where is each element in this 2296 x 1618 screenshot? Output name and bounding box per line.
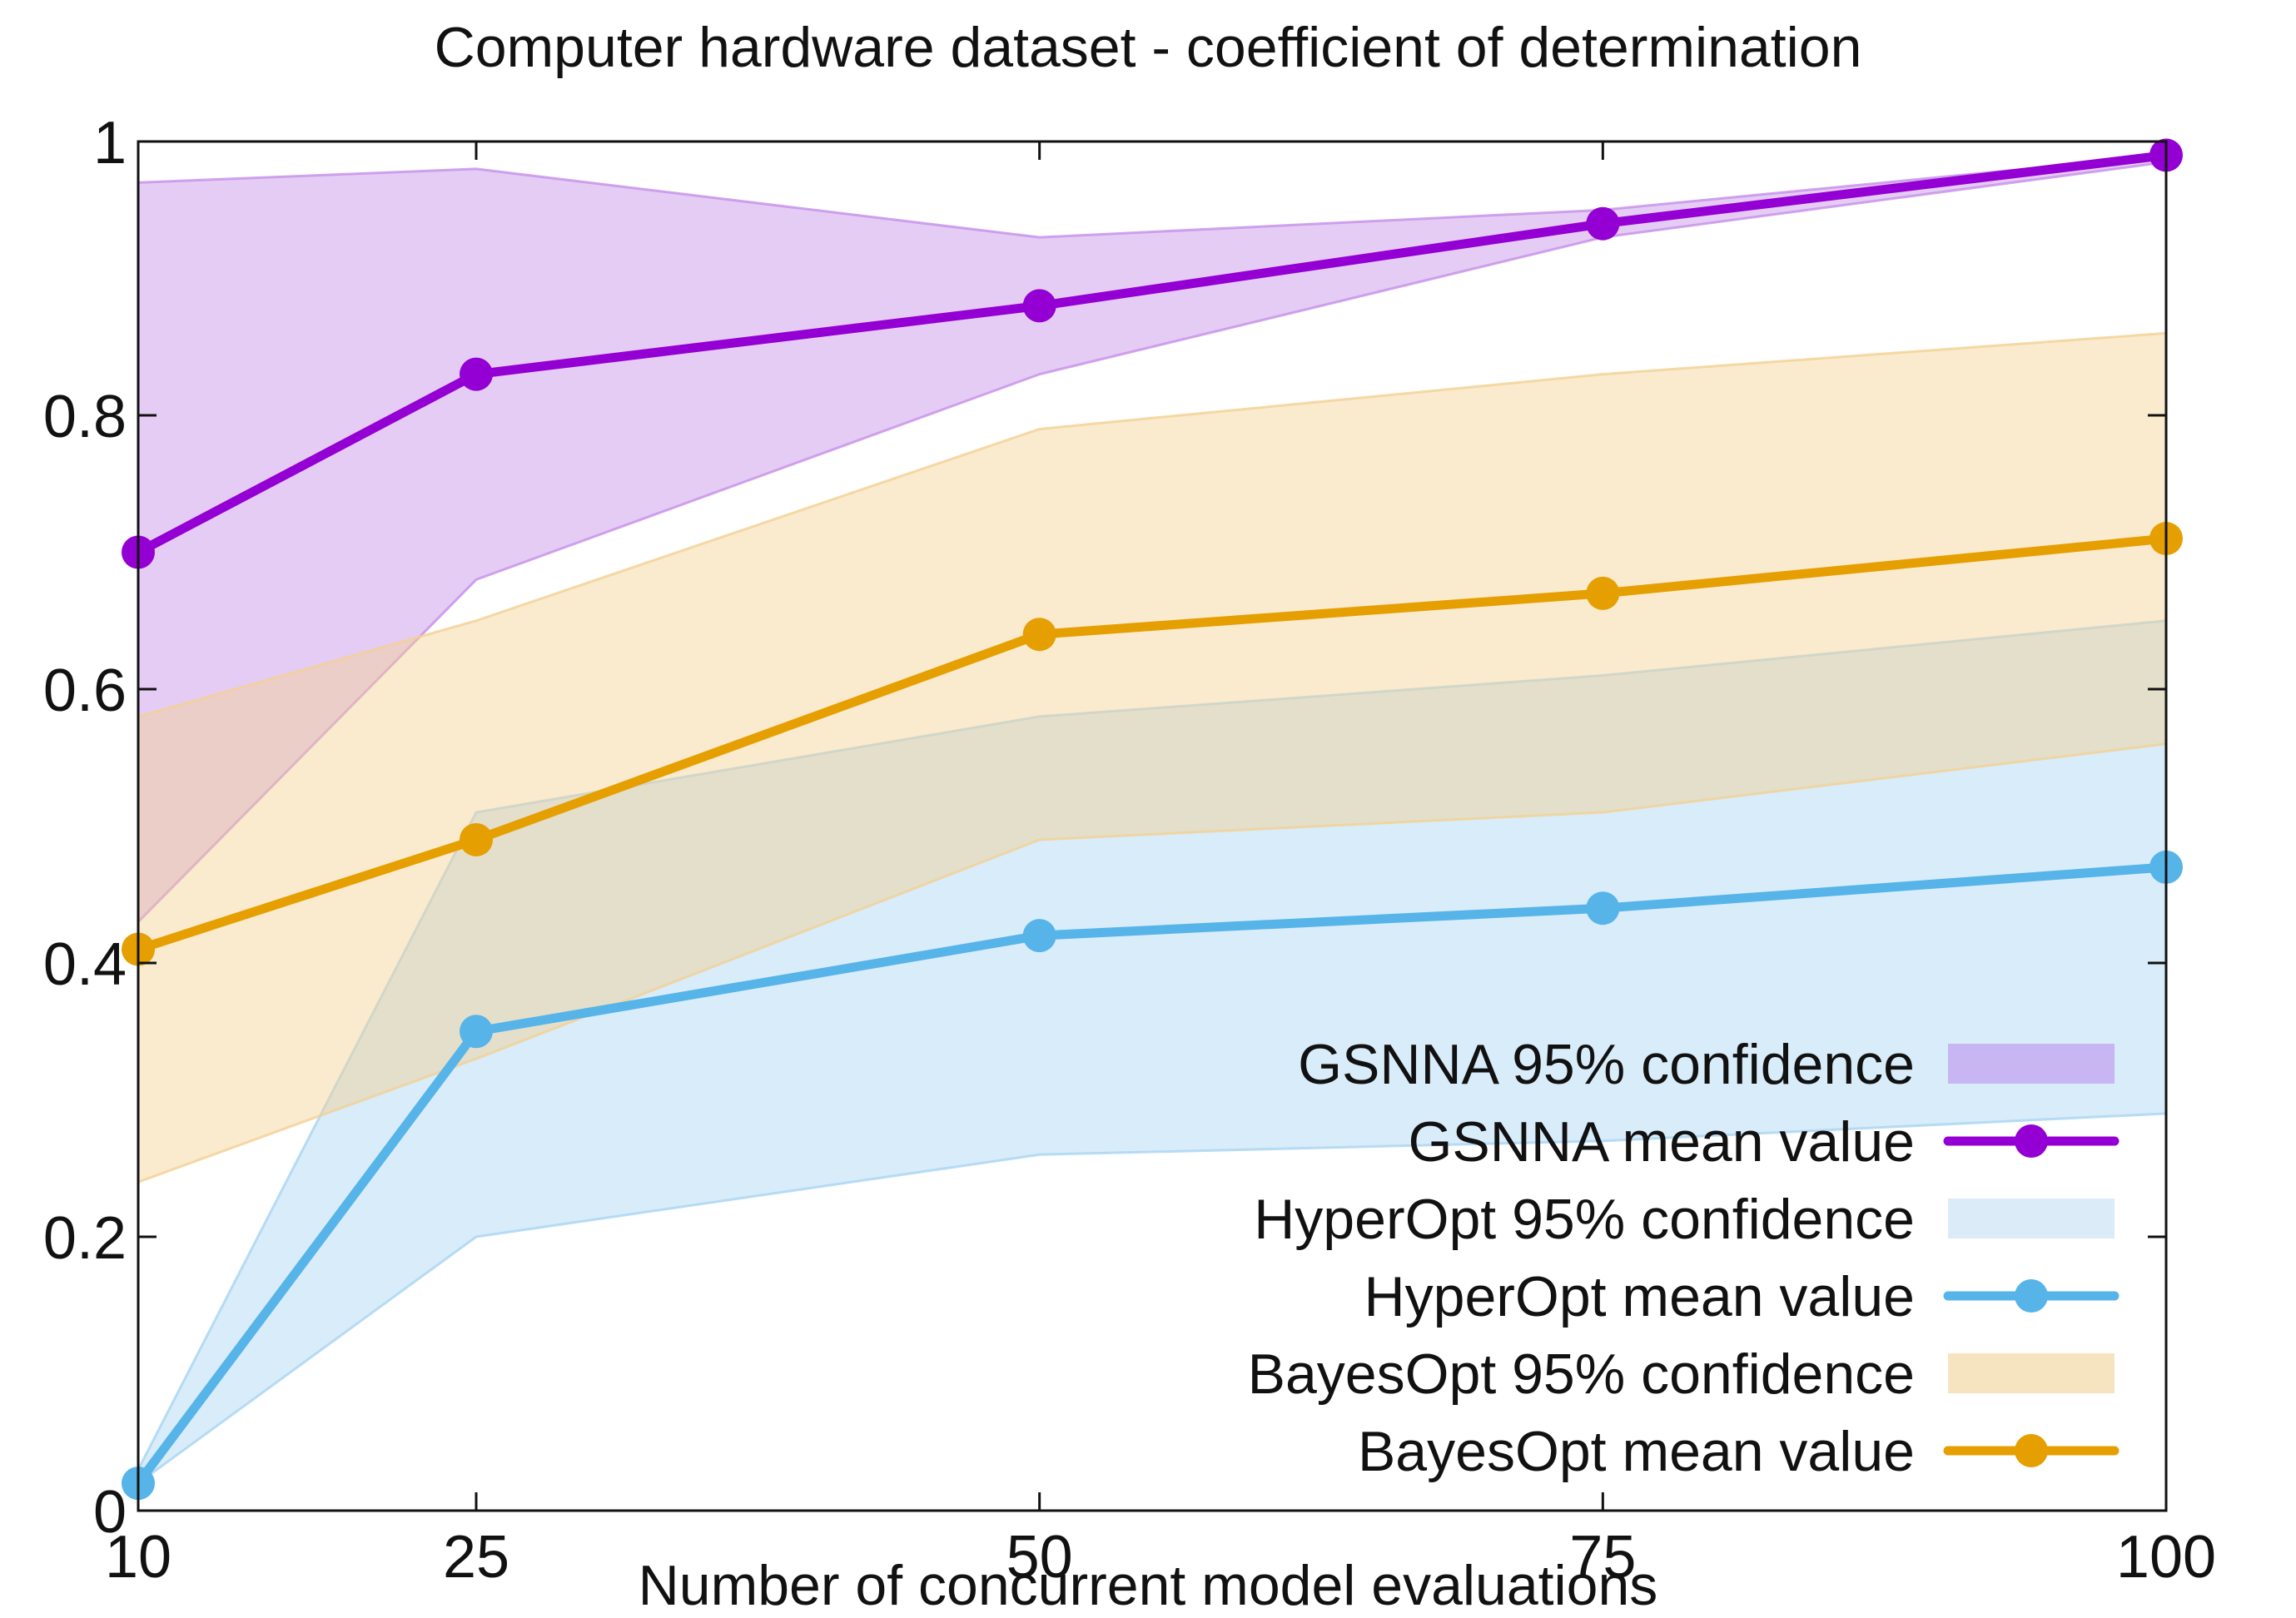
y-tick-label: 0.6 xyxy=(43,658,127,724)
bayesopt-point xyxy=(460,822,493,856)
plot-frame xyxy=(137,140,2168,1512)
y-tick-label: 1 xyxy=(93,110,127,176)
bayesopt-mean-legend-marker xyxy=(2015,1434,2048,1467)
y-tick-label: 0 xyxy=(93,1479,127,1546)
hyperopt-point xyxy=(460,1015,493,1049)
gsnna-point xyxy=(1586,206,1620,241)
legend: GSNNA 95% confidence GSNNA mean value Hype… xyxy=(1248,1033,2120,1483)
gsnna-mean-legend-label: GSNNA mean value xyxy=(1408,1110,1915,1174)
x-tick-label: 25 xyxy=(443,1524,509,1591)
confidence-bands xyxy=(137,153,2168,1486)
x-tick-label: 50 xyxy=(1006,1524,1073,1591)
hyperopt-point xyxy=(1586,891,1620,926)
y-tick-label: 0.8 xyxy=(43,384,127,450)
bayesopt-band-legend-swatch xyxy=(1948,1353,2115,1393)
bayesopt-point xyxy=(1586,576,1620,610)
axes: 10 25 50 75 100 0 0.2 0.4 0.6 0.8 1 xyxy=(43,110,2216,1591)
x-tick-label: 100 xyxy=(2116,1524,2216,1591)
hyperopt-mean-legend-marker xyxy=(2015,1279,2048,1313)
bayesopt-band-legend-label: BayesOpt 95% confidence xyxy=(1248,1343,1915,1406)
gsnna-point xyxy=(1022,289,1056,323)
x-axis-label: Number of concurrent model evaluations xyxy=(638,1554,1658,1617)
gsnna-mean-legend-marker xyxy=(2015,1124,2048,1158)
x-tick-label: 10 xyxy=(105,1524,171,1591)
y-tick-label: 0.4 xyxy=(43,931,127,998)
chart-title: Computer hardware dataset - coefficient … xyxy=(434,16,1862,79)
bayesopt-mean-legend-label: BayesOpt mean value xyxy=(1358,1420,1915,1483)
y-tick-label: 0.2 xyxy=(43,1205,127,1272)
bayesopt-point xyxy=(1022,618,1056,652)
gsnna-band-legend-label: GSNNA 95% confidence xyxy=(1298,1033,1915,1096)
hyperopt-band-legend-label: HyperOpt 95% confidence xyxy=(1254,1188,1915,1251)
gsnna-point xyxy=(460,357,493,391)
hyperopt-point xyxy=(1022,919,1056,953)
x-tick-label: 75 xyxy=(1569,1524,1636,1591)
gsnna-band-legend-swatch xyxy=(1948,1044,2115,1084)
hyperopt-band-legend-swatch xyxy=(1948,1199,2115,1238)
data-markers xyxy=(122,138,2183,1501)
hyperopt-mean-legend-label: HyperOpt mean value xyxy=(1364,1265,1915,1328)
